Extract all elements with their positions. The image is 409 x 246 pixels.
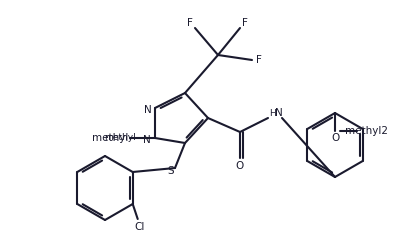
- Text: F: F: [242, 18, 248, 28]
- Text: O: O: [236, 161, 244, 171]
- Text: Cl: Cl: [135, 222, 145, 232]
- Text: methyl2: methyl2: [346, 126, 389, 136]
- Text: N: N: [144, 105, 152, 115]
- Text: F: F: [187, 18, 193, 28]
- Text: H: H: [269, 108, 275, 118]
- Text: N: N: [143, 135, 151, 145]
- Text: O: O: [331, 133, 339, 143]
- Text: methyl: methyl: [92, 133, 128, 143]
- Text: N: N: [275, 108, 283, 118]
- Text: S: S: [168, 166, 174, 176]
- Text: F: F: [256, 55, 262, 65]
- Text: methyl: methyl: [104, 134, 136, 142]
